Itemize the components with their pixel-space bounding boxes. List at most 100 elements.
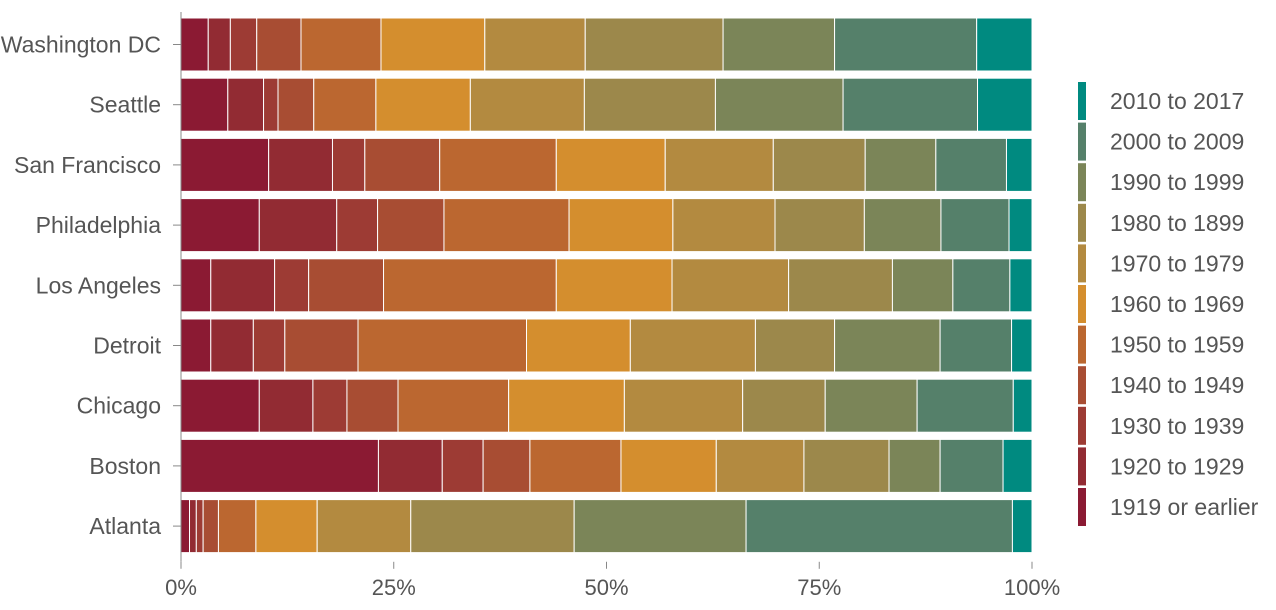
- category-label: Washington DC: [1, 32, 161, 58]
- bar-segment: [803, 438, 890, 493]
- bar-segment: [555, 258, 673, 313]
- bar-segment: [180, 438, 379, 493]
- bar-segment: [284, 318, 359, 373]
- x-tick-label: 50%: [584, 575, 628, 600]
- bar-segment: [180, 378, 260, 433]
- x-tick-label: 75%: [797, 575, 841, 600]
- bar-segment: [364, 137, 441, 192]
- bar-segment: [584, 17, 724, 72]
- bar-segment: [916, 378, 1014, 433]
- bar-segment: [469, 77, 585, 132]
- x-axis: 0% 25% 50% 75% 100%: [165, 561, 1060, 600]
- bar-segment: [834, 318, 941, 373]
- bar-segment: [202, 499, 219, 554]
- legend-label: 1980 to 1899: [1110, 210, 1244, 236]
- bar-segment: [375, 77, 471, 132]
- bar-segment: [263, 77, 279, 132]
- legend-swatch: [1078, 285, 1086, 323]
- legend-swatch: [1078, 203, 1086, 242]
- bar-segment: [1012, 378, 1033, 433]
- bar-segment: [754, 318, 836, 373]
- category-label: Atlanta: [89, 513, 161, 539]
- x-tick-label: 25%: [372, 575, 416, 600]
- bar-segment: [380, 17, 486, 72]
- bar-segment: [864, 137, 937, 192]
- bar-segment: [268, 137, 333, 192]
- bar-segment: [258, 378, 314, 433]
- bar-segment: [258, 198, 338, 253]
- bar-area: [180, 17, 1033, 554]
- legend-label: 1940 to 1949: [1110, 372, 1244, 398]
- bar-segment: [629, 318, 756, 373]
- legend-label: 1990 to 1999: [1110, 169, 1244, 195]
- bar-segment: [842, 77, 979, 132]
- bar-segment: [210, 258, 276, 313]
- bar-segment: [316, 499, 412, 554]
- x-tick-label: 0%: [165, 575, 197, 600]
- bar-segment: [482, 438, 531, 493]
- bar-segment: [217, 499, 257, 554]
- bar-segment: [252, 318, 286, 373]
- bar-segment: [772, 137, 866, 192]
- bar-segment: [671, 258, 790, 313]
- bar-segment: [1008, 198, 1033, 253]
- bar-segment: [555, 137, 666, 192]
- category-label: Seattle: [89, 92, 161, 118]
- legend-swatch: [1078, 447, 1086, 486]
- bar-segment: [312, 378, 348, 433]
- category-label: Chicago: [77, 393, 161, 419]
- bar-segment: [526, 318, 631, 373]
- bar-segment: [207, 17, 231, 72]
- bar-segment: [189, 499, 197, 554]
- bar-segment: [484, 17, 586, 72]
- bar-segment: [940, 198, 1010, 253]
- category-label: Los Angeles: [36, 272, 161, 298]
- bar-segment: [180, 198, 260, 253]
- bar-segment: [180, 258, 212, 313]
- bar-segment: [227, 77, 265, 132]
- bar-segment: [788, 258, 893, 313]
- bar-segment: [255, 499, 318, 554]
- bar-segment: [336, 198, 379, 253]
- bar-segment: [939, 438, 1004, 493]
- bar-segment: [383, 258, 557, 313]
- x-tick-label: 100%: [1004, 575, 1060, 600]
- bar-segment: [672, 198, 776, 253]
- category-label: San Francisco: [14, 152, 161, 178]
- bar-segment: [888, 438, 941, 493]
- bar-segment: [308, 258, 385, 313]
- legend-swatch: [1078, 366, 1086, 405]
- bar-segment: [1009, 258, 1033, 313]
- bar-segment: [300, 17, 382, 72]
- bar-segment: [824, 378, 918, 433]
- bar-segment: [346, 378, 399, 433]
- bar-segment: [568, 198, 674, 253]
- bar-segment: [939, 318, 1013, 373]
- legend-swatch: [1078, 244, 1086, 283]
- legend-label: 1970 to 1979: [1110, 250, 1244, 276]
- bar-segment: [529, 438, 622, 493]
- legend-label: 2010 to 2017: [1110, 88, 1244, 114]
- y-axis: Washington DC Seattle San Francisco Philade…: [1, 12, 182, 562]
- bar-segment: [863, 198, 942, 253]
- category-label: Philadelphia: [36, 212, 162, 238]
- bar-segment: [180, 137, 270, 192]
- legend-swatch: [1078, 406, 1086, 445]
- bar-segment: [313, 77, 377, 132]
- legend-label: 2000 to 2009: [1110, 129, 1244, 155]
- bar-segment: [195, 499, 204, 554]
- bar-segment: [180, 499, 191, 554]
- category-label: Boston: [89, 453, 161, 479]
- bar-segment: [620, 438, 717, 493]
- bar-segment: [210, 318, 254, 373]
- legend: 2010 to 2017 2000 to 2009 1990 to 1999 1980…: [1078, 82, 1259, 526]
- legend-swatch: [1078, 325, 1086, 364]
- bar-segment: [1011, 499, 1033, 554]
- bar-segment: [664, 137, 774, 192]
- bar-segment: [573, 499, 747, 554]
- bar-segment: [834, 17, 978, 72]
- category-label: Detroit: [93, 333, 161, 359]
- bar-segment: [377, 438, 443, 493]
- bar-segment: [229, 17, 258, 72]
